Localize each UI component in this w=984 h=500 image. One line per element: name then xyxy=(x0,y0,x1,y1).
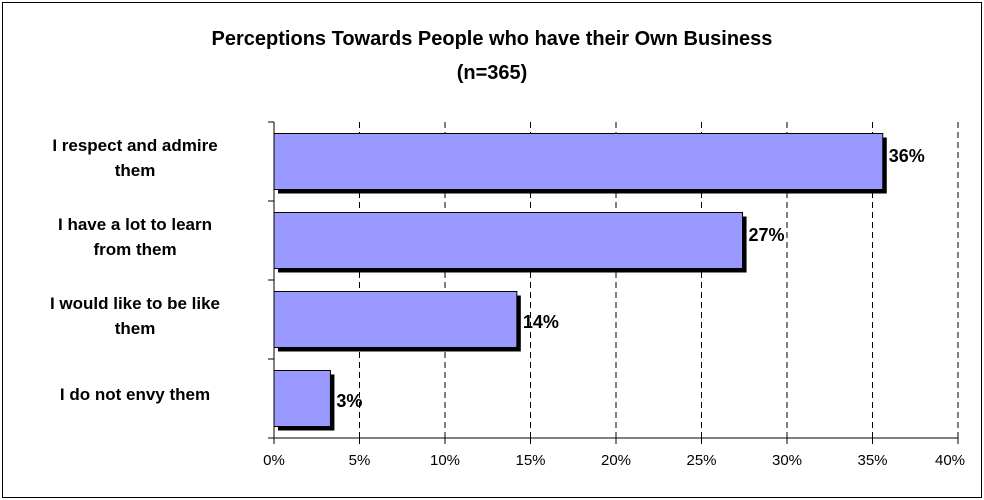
bar-1 xyxy=(273,212,744,269)
x-tick-label-8: 40% xyxy=(934,452,966,469)
x-tick-label-7: 35% xyxy=(857,452,888,469)
value-label-1: 27% xyxy=(748,224,785,245)
category-label-1-line-1: from them xyxy=(93,239,177,259)
category-label-3-line-0: I do not envy them xyxy=(59,385,211,404)
category-label-2-line-1: them xyxy=(114,318,156,338)
category-label-0-line-1: them xyxy=(114,160,156,180)
category-label-0-line-0: I respect and admire xyxy=(52,135,218,155)
category-label-2: I would like to be like them xyxy=(10,291,260,341)
x-tick-label-2: 10% xyxy=(429,452,461,469)
x-tick-label-0: 0% xyxy=(263,452,285,469)
x-tick-label-6: 30% xyxy=(771,452,803,469)
chart-subtitle: (n=365) xyxy=(456,62,528,84)
category-label-1-line-0: I have a lot to learn xyxy=(58,214,212,234)
category-label-1: I have a lot to learn from them xyxy=(10,212,260,262)
bar-0 xyxy=(273,133,884,190)
bar-2 xyxy=(273,291,518,348)
category-label-0: I respect and admire them xyxy=(10,133,260,183)
x-tick-label-5: 25% xyxy=(686,452,717,469)
value-label-3: 3% xyxy=(336,390,363,411)
category-label-2-line-0: I would like to be like xyxy=(49,293,221,313)
value-label-0: 36% xyxy=(888,145,925,166)
bar-3 xyxy=(273,370,331,427)
category-label-3: I do not envy them xyxy=(10,382,260,407)
x-tick-label-3: 15% xyxy=(515,452,546,469)
value-label-2: 14% xyxy=(522,311,559,332)
x-tick-label-4: 20% xyxy=(600,452,632,469)
chart-title: Perceptions Towards People who have thei… xyxy=(211,28,773,50)
x-tick-label-1: 5% xyxy=(348,452,371,469)
